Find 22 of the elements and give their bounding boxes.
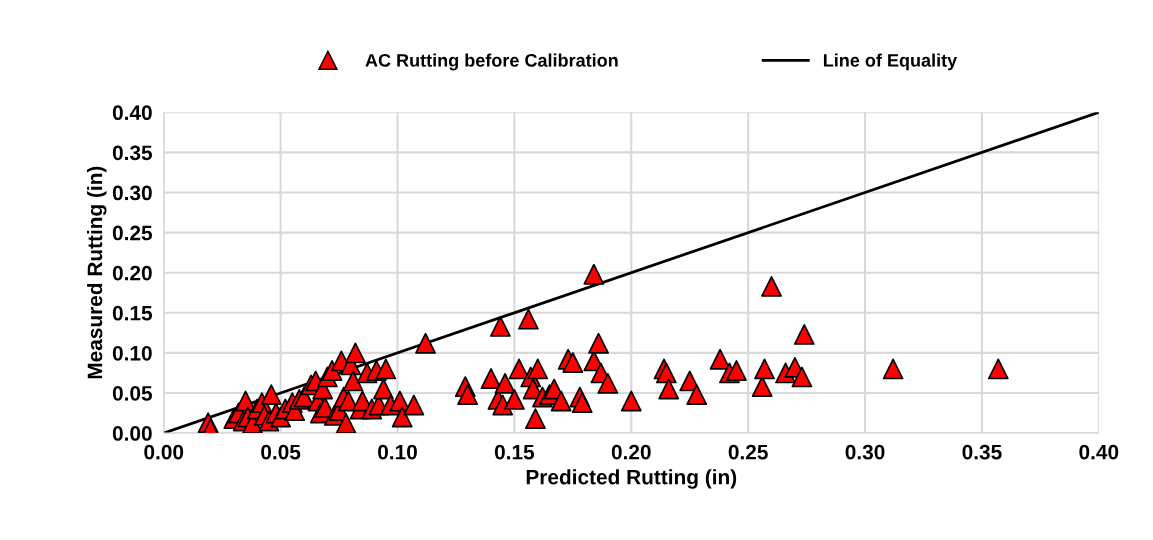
legend-label: AC Rutting before Calibration: [365, 53, 618, 71]
x-tick-label: 0.00: [144, 444, 184, 460]
y-axis-title: Measured Rutting (in): [87, 166, 107, 379]
x-tick-label: 0.25: [728, 444, 768, 460]
y-tick-label: 0.00: [112, 426, 152, 441]
x-tick-label: 0.15: [494, 444, 535, 460]
legend-label: Line of Equality: [823, 53, 958, 71]
y-tick-label: 0.35: [112, 145, 153, 161]
y-tick-label: 0.20: [112, 265, 152, 281]
x-tick-label: 0.35: [962, 444, 1002, 460]
x-axis-title: Predicted Rutting (in): [526, 469, 737, 489]
x-tick-label: 0.05: [261, 444, 301, 460]
x-tick-label: 0.10: [378, 444, 417, 460]
x-tick-label: 0.40: [1079, 444, 1119, 460]
y-tick-label: 0.15: [112, 305, 153, 321]
y-tick-label: 0.05: [112, 385, 153, 401]
y-tick-label: 0.10: [112, 345, 152, 361]
x-tick-label: 0.30: [845, 444, 885, 460]
y-tick-label: 0.30: [112, 185, 152, 201]
x-tick-label: 0.20: [611, 444, 651, 460]
y-tick-label: 0.25: [112, 225, 153, 241]
y-tick-label: 0.40: [112, 105, 152, 121]
